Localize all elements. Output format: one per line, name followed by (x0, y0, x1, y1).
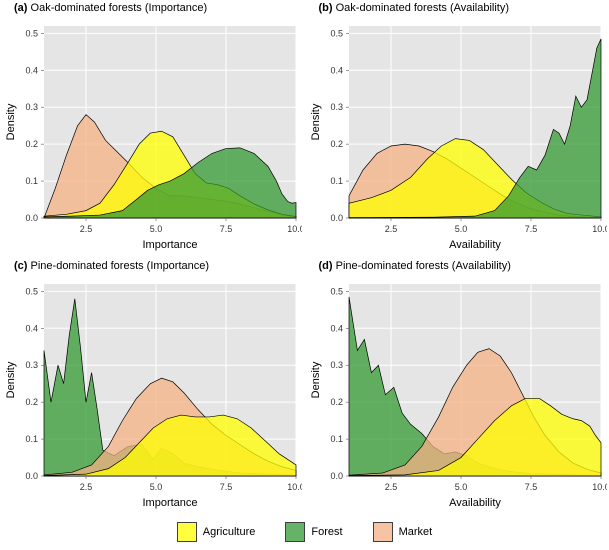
svg-text:0.4: 0.4 (330, 323, 343, 333)
panel-d: (d) Pine-dominated forests (Availability… (307, 260, 608, 514)
legend: Agriculture Forest Market (0, 516, 609, 550)
panel-b-title: (b) Oak-dominated forests (Availability) (319, 2, 608, 14)
panel-d-title: (d) Pine-dominated forests (Availability… (319, 260, 608, 272)
svg-text:0.0: 0.0 (25, 471, 38, 481)
svg-text:5.0: 5.0 (150, 482, 163, 492)
svg-text:0.2: 0.2 (330, 139, 343, 149)
y-axis-label: Density (310, 361, 322, 398)
legend-label-market: Market (399, 526, 433, 538)
x-axis-label: Importance (142, 239, 197, 251)
panel-a: (a) Oak-dominated forests (Importance) 2… (2, 2, 303, 256)
svg-text:0.1: 0.1 (25, 176, 38, 186)
svg-text:5.0: 5.0 (150, 224, 163, 234)
svg-text:5.0: 5.0 (454, 482, 467, 492)
panel-a-title: (a) Oak-dominated forests (Importance) (14, 2, 303, 14)
svg-text:0.0: 0.0 (330, 471, 343, 481)
svg-text:0.3: 0.3 (330, 102, 343, 112)
svg-text:0.5: 0.5 (25, 286, 38, 296)
svg-text:7.5: 7.5 (220, 482, 233, 492)
svg-text:0.3: 0.3 (25, 102, 38, 112)
svg-text:0.4: 0.4 (25, 65, 38, 75)
svg-text:10.0: 10.0 (592, 224, 607, 234)
legend-swatch-forest (285, 522, 305, 542)
panel-grid: (a) Oak-dominated forests (Importance) 2… (0, 0, 609, 516)
svg-text:7.5: 7.5 (220, 224, 233, 234)
svg-text:0.4: 0.4 (25, 323, 38, 333)
svg-text:5.0: 5.0 (454, 224, 467, 234)
legend-swatch-market (373, 522, 393, 542)
svg-text:2.5: 2.5 (80, 482, 93, 492)
svg-text:0.0: 0.0 (330, 213, 343, 223)
panel-d-svg: 2.5 5.0 7.5 10.0 0.0 0.1 0.2 0.3 0.4 0.5 Availabil… (307, 274, 607, 514)
y-axis-label: Density (5, 361, 17, 398)
panel-b: (b) Oak-dominated forests (Availability)… (307, 2, 608, 256)
svg-text:0.1: 0.1 (25, 434, 38, 444)
svg-text:7.5: 7.5 (524, 482, 537, 492)
svg-text:10.0: 10.0 (287, 224, 302, 234)
legend-label-agriculture: Agriculture (203, 526, 256, 538)
panel-a-svg: 2.5 5.0 7.5 10.0 0.0 0.1 0.2 0.3 0.4 0.5 Importanc… (2, 16, 302, 256)
x-axis-label: Importance (142, 497, 197, 509)
svg-text:2.5: 2.5 (80, 224, 93, 234)
svg-text:0.5: 0.5 (330, 28, 343, 38)
svg-text:0.1: 0.1 (330, 434, 343, 444)
y-axis-label: Density (5, 103, 17, 140)
svg-text:0.5: 0.5 (25, 28, 38, 38)
panel-c: (c) Pine-dominated forests (Importance) … (2, 260, 303, 514)
panel-c-title: (c) Pine-dominated forests (Importance) (14, 260, 303, 272)
svg-text:2.5: 2.5 (384, 482, 397, 492)
svg-text:0.4: 0.4 (330, 65, 343, 75)
legend-item-market: Market (373, 522, 433, 542)
x-axis-label: Availability (449, 239, 501, 251)
svg-text:0.3: 0.3 (330, 360, 343, 370)
svg-text:10.0: 10.0 (287, 482, 302, 492)
svg-text:7.5: 7.5 (524, 224, 537, 234)
y-axis-label: Density (310, 103, 322, 140)
svg-text:10.0: 10.0 (592, 482, 607, 492)
svg-text:0.2: 0.2 (330, 397, 343, 407)
svg-text:0.2: 0.2 (25, 139, 38, 149)
svg-text:0.5: 0.5 (330, 286, 343, 296)
x-axis-label: Availability (449, 497, 501, 509)
legend-label-forest: Forest (311, 526, 342, 538)
legend-item-forest: Forest (285, 522, 342, 542)
panel-c-svg: 2.5 5.0 7.5 10.0 0.0 0.1 0.2 0.3 0.4 0.5 Importanc… (2, 274, 302, 514)
svg-text:2.5: 2.5 (384, 224, 397, 234)
panel-b-svg: 2.5 5.0 7.5 10.0 0.0 0.1 0.2 0.3 0.4 0.5 Availabil… (307, 16, 607, 256)
svg-text:0.2: 0.2 (25, 397, 38, 407)
svg-text:0.0: 0.0 (25, 213, 38, 223)
legend-swatch-agriculture (177, 522, 197, 542)
svg-text:0.1: 0.1 (330, 176, 343, 186)
legend-item-agriculture: Agriculture (177, 522, 256, 542)
svg-text:0.3: 0.3 (25, 360, 38, 370)
